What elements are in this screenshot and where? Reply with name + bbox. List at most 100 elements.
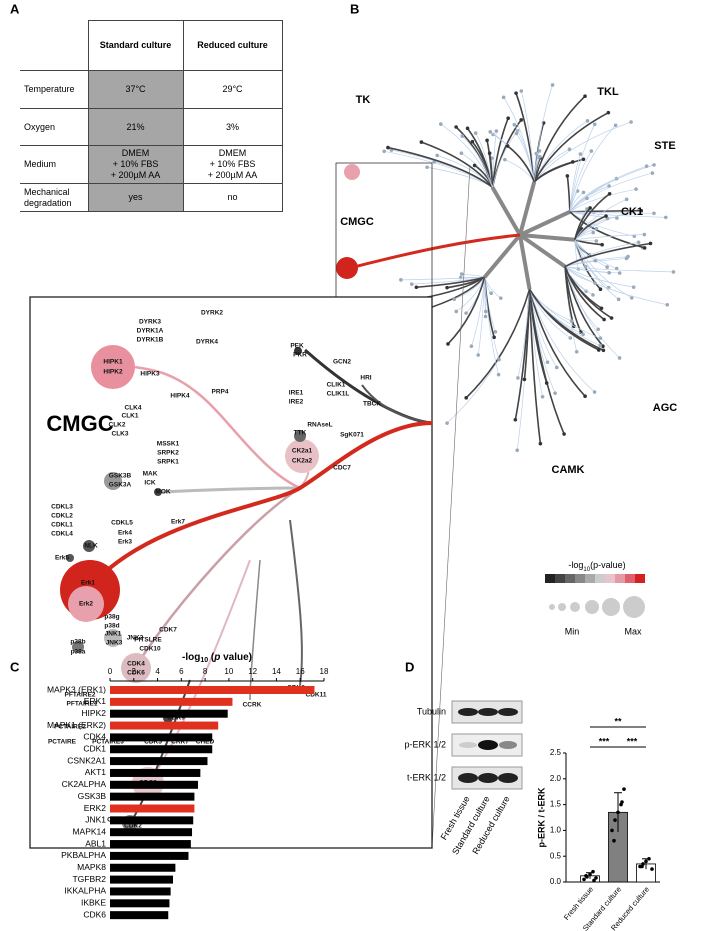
- branch: [528, 288, 586, 397]
- leaf: [617, 271, 622, 275]
- kinase-label: JNK1: [105, 631, 122, 638]
- leaf: [550, 83, 555, 87]
- kinase-label: CCRK: [243, 702, 262, 709]
- category-label: MAPK14: [72, 826, 106, 836]
- bar: [110, 887, 171, 896]
- y-tick-label: 1.0: [550, 826, 562, 835]
- kinase-label: CDK6: [127, 670, 145, 677]
- branch: [515, 92, 536, 182]
- colorbar-step: [555, 574, 565, 583]
- kinase-label: CDK5: [144, 739, 162, 746]
- blot-row-label: Tubulin: [417, 706, 446, 716]
- leaf: [514, 131, 519, 136]
- leaf: [465, 126, 470, 131]
- colorbar-step: [595, 574, 605, 583]
- leaf: [604, 214, 608, 218]
- point: [591, 869, 595, 874]
- kinase-label: PCTAIRE2: [54, 724, 86, 731]
- colorbar-step: [565, 574, 575, 583]
- leaf: [671, 270, 676, 274]
- leaf: [494, 129, 499, 133]
- kinase-label: Erk5: [55, 555, 69, 562]
- point: [612, 838, 616, 843]
- colorbar-step: [605, 574, 615, 583]
- branch: [574, 199, 627, 240]
- branch: [564, 266, 668, 306]
- group-label: STE: [654, 140, 675, 152]
- branch: [569, 211, 654, 214]
- leaf: [540, 395, 545, 399]
- leaf: [629, 209, 633, 214]
- x-tick-label: 14: [272, 667, 281, 676]
- leaf: [498, 296, 503, 300]
- leaf: [445, 285, 449, 290]
- kinase-label: CDK7: [159, 627, 177, 634]
- cell: DMEM + 10% FBS + 200µM AA: [87, 145, 184, 184]
- point: [610, 828, 614, 833]
- leaf: [459, 151, 464, 156]
- y-tick-label: 2.5: [550, 748, 562, 757]
- x-axis-title-part: -log: [182, 652, 200, 663]
- x-tick-label: 10: [224, 667, 233, 676]
- branch: [533, 111, 609, 183]
- kinase-label: SRPK1: [157, 459, 179, 466]
- node: [336, 257, 358, 279]
- branch: [519, 233, 575, 242]
- leaf: [583, 394, 587, 399]
- cell: yes: [87, 183, 184, 212]
- branch: [349, 233, 521, 270]
- branch: [565, 266, 674, 273]
- leaf: [399, 278, 403, 282]
- bar: [110, 757, 208, 766]
- leaf: [488, 130, 493, 134]
- kinase-label: HIPK3: [140, 371, 160, 378]
- bar: [110, 816, 194, 825]
- leaf: [629, 296, 634, 300]
- header-cell: Reduced culture: [182, 20, 283, 71]
- branch: [533, 121, 632, 183]
- legend-min: Min: [565, 626, 580, 636]
- branch: [517, 289, 530, 378]
- size-key: [623, 596, 645, 618]
- leaf: [607, 191, 612, 196]
- leaf: [665, 302, 670, 307]
- category-label: HIPK2: [81, 708, 106, 718]
- leaf: [652, 211, 656, 216]
- kinase-label: p38g: [104, 614, 119, 621]
- leaf: [602, 317, 606, 322]
- kinase-label: CDK10: [139, 646, 161, 653]
- group-label: CAMK: [552, 464, 585, 476]
- x-axis-title-part: value): [220, 652, 252, 663]
- branch: [491, 117, 509, 188]
- bar: [110, 828, 193, 837]
- bar: [110, 875, 174, 884]
- kinase-label: HRI: [360, 375, 371, 382]
- branch: [387, 146, 493, 189]
- bar: [110, 863, 176, 872]
- leaf: [596, 327, 600, 332]
- leaf: [445, 421, 449, 425]
- row-label: Medium: [20, 145, 89, 184]
- leaf: [483, 309, 488, 314]
- leaf: [581, 190, 586, 195]
- x-tick-label: 12: [248, 667, 257, 676]
- branch: [574, 239, 579, 270]
- leaf: [476, 353, 480, 357]
- branch: [440, 123, 493, 188]
- leaf: [652, 163, 656, 167]
- legend-title-part: -log: [568, 560, 583, 570]
- cell: 21%: [87, 108, 184, 146]
- point: [647, 856, 651, 861]
- leaf: [589, 149, 594, 153]
- leaf: [639, 208, 644, 213]
- kinase-label: CLK2: [109, 422, 126, 429]
- row-label: Mechanical degradation: [20, 183, 89, 212]
- bar: [110, 792, 195, 801]
- group-label: TK: [356, 94, 371, 106]
- culture-table: Standard culture Reduced culture Temperat…: [20, 20, 283, 212]
- x-tick-label: 18: [320, 667, 329, 676]
- branch: [569, 188, 637, 213]
- leaf: [601, 344, 605, 348]
- branch: [569, 172, 653, 213]
